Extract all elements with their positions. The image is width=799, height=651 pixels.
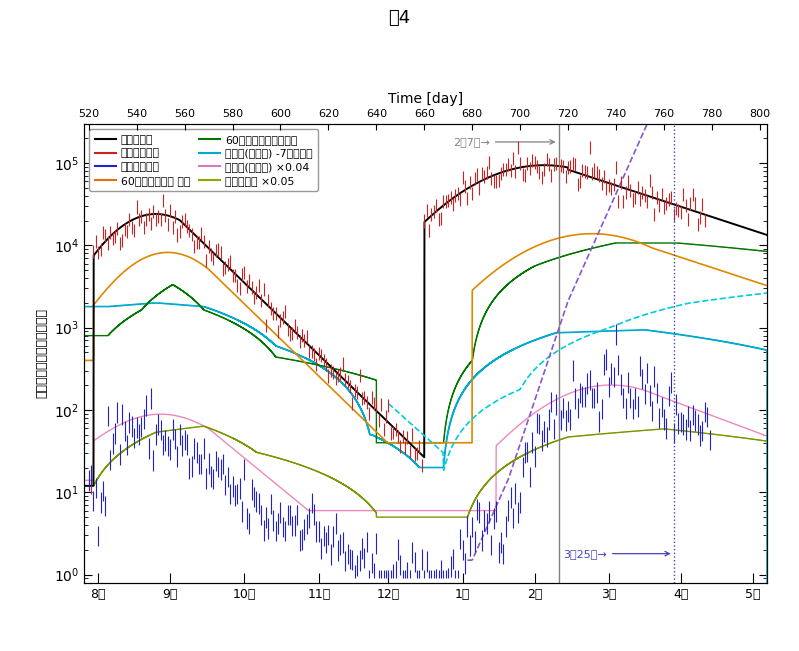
Text: 围4: 围4 xyxy=(388,8,411,27)
Text: 3月25日→: 3月25日→ xyxy=(563,549,670,559)
X-axis label: Time [day]: Time [day] xyxy=(388,92,463,106)
Legend: 計算予測値, 陽性者データ, 死亡者データ, 60歳以上陽性者 計算, 60歳以上陽性者データ, 重症者(厄労省) -7日シフト, 重症者(厄労省) ×0.04: 計算予測値, 陽性者データ, 死亡者データ, 60歳以上陽性者 計算, 60歳以… xyxy=(89,129,318,191)
Text: 2月7日→: 2月7日→ xyxy=(453,137,555,147)
Y-axis label: 日毎の新規陽性者、死亡者: 日毎の新規陽性者、死亡者 xyxy=(35,308,48,398)
